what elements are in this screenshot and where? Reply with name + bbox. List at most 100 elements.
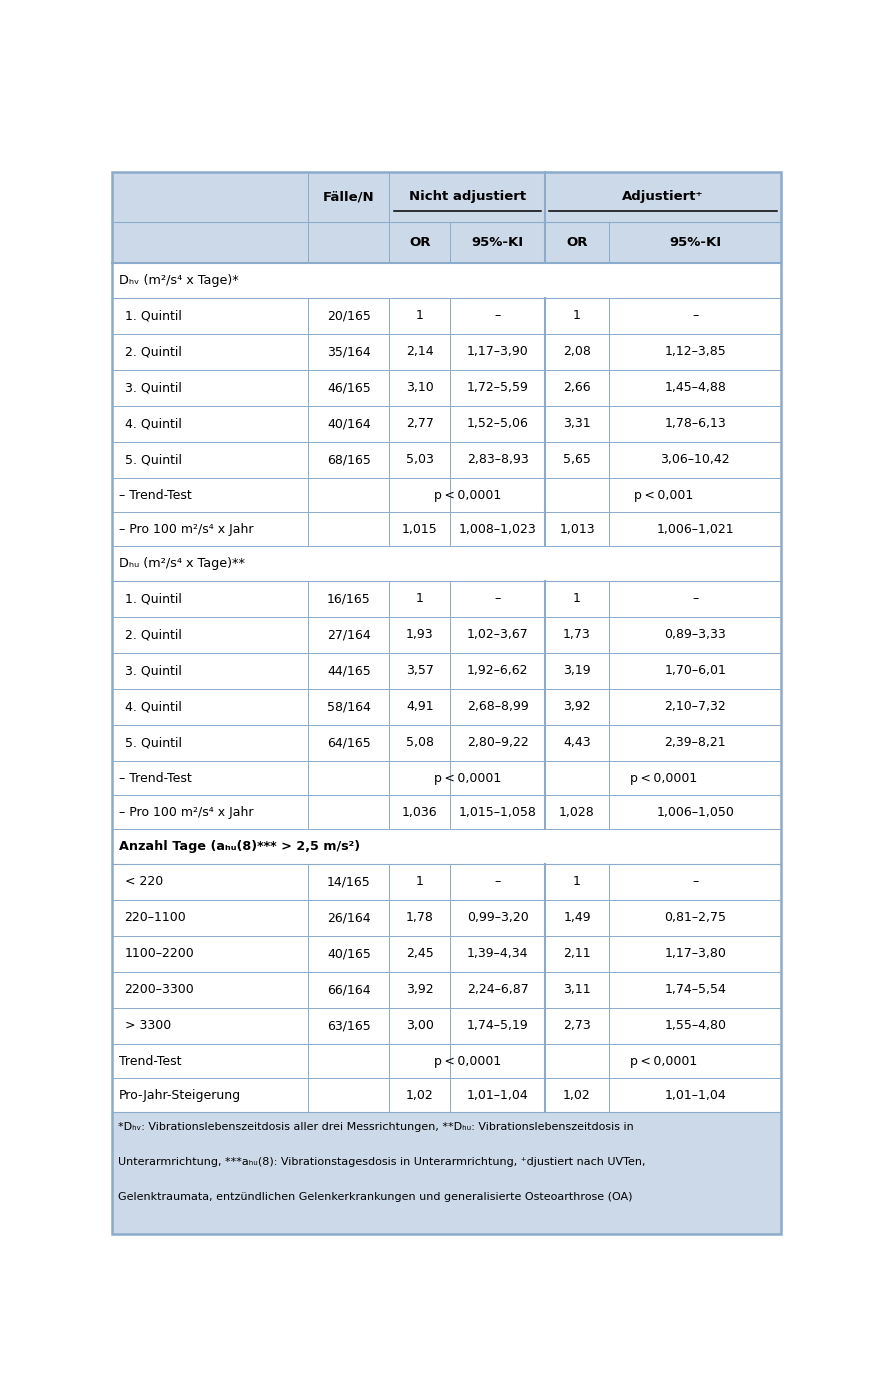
Text: 1,55–4,80: 1,55–4,80 xyxy=(664,1019,726,1033)
Text: 4,91: 4,91 xyxy=(406,701,433,713)
Text: p < 0,0001: p < 0,0001 xyxy=(433,771,501,784)
Text: –: – xyxy=(494,309,501,322)
Text: Dₕᵤ (m²/s⁴ x Tage)**: Dₕᵤ (m²/s⁴ x Tage)** xyxy=(119,557,245,570)
Text: Anzahl Tage (aₕᵤ(8)*** > 2,5 m/s²): Anzahl Tage (aₕᵤ(8)*** > 2,5 m/s²) xyxy=(119,840,360,853)
Text: – Pro 100 m²/s⁴ x Jahr: – Pro 100 m²/s⁴ x Jahr xyxy=(119,523,254,535)
Text: 1,73: 1,73 xyxy=(563,628,591,641)
Bar xyxy=(112,546,781,581)
Bar xyxy=(112,172,781,221)
Text: 1,39–4,34: 1,39–4,34 xyxy=(467,947,528,960)
Text: 2,14: 2,14 xyxy=(406,345,433,359)
Text: 14/165: 14/165 xyxy=(327,876,371,888)
Text: p < 0,0001: p < 0,0001 xyxy=(630,1055,697,1068)
Text: 1,006–1,021: 1,006–1,021 xyxy=(657,523,734,535)
Text: 1: 1 xyxy=(416,592,424,605)
Text: 66/164: 66/164 xyxy=(327,983,371,997)
Text: 1,02: 1,02 xyxy=(406,1088,433,1102)
Text: 1,013: 1,013 xyxy=(559,523,595,535)
Bar xyxy=(112,1112,781,1234)
Text: 1,036: 1,036 xyxy=(402,806,438,819)
Text: 35/164: 35/164 xyxy=(327,345,371,359)
Text: 1,17–3,80: 1,17–3,80 xyxy=(664,947,726,960)
Bar xyxy=(112,760,781,795)
Text: 1,78: 1,78 xyxy=(406,912,433,924)
Text: – Trend-Test: – Trend-Test xyxy=(119,771,192,784)
Text: 2,08: 2,08 xyxy=(563,345,591,359)
Text: 2,39–8,21: 2,39–8,21 xyxy=(664,737,726,749)
Text: 3,00: 3,00 xyxy=(406,1019,433,1033)
Text: –: – xyxy=(494,592,501,605)
Bar xyxy=(112,653,781,689)
Text: 64/165: 64/165 xyxy=(327,737,371,749)
Text: 68/165: 68/165 xyxy=(327,453,371,467)
Bar xyxy=(112,512,781,546)
Text: –: – xyxy=(692,592,698,605)
Text: 1,006–1,050: 1,006–1,050 xyxy=(657,806,734,819)
Text: OR: OR xyxy=(409,236,431,249)
Text: 2,45: 2,45 xyxy=(406,947,433,960)
Text: 3,06–10,42: 3,06–10,42 xyxy=(660,453,730,467)
Text: Gelenktraumata, entzündlichen Gelenkerkrankungen und generalisierte Osteoarthros: Gelenktraumata, entzündlichen Gelenkerkr… xyxy=(118,1191,632,1201)
Text: Unterarmrichtung, ***aₕᵤ(8): Vibrationstagesdosis in Unterarmrichtung, ⁺djustier: Unterarmrichtung, ***aₕᵤ(8): Vibrationst… xyxy=(118,1156,645,1166)
Text: 2. Quintil: 2. Quintil xyxy=(125,628,181,641)
Text: 1. Quintil: 1. Quintil xyxy=(125,309,181,322)
Text: 1,93: 1,93 xyxy=(406,628,433,641)
Text: 95%-KI: 95%-KI xyxy=(472,236,524,249)
Text: – Trend-Test: – Trend-Test xyxy=(119,488,192,502)
Text: Pro-Jahr-Steigerung: Pro-Jahr-Steigerung xyxy=(119,1088,242,1102)
Text: 5,03: 5,03 xyxy=(406,453,433,467)
Text: –: – xyxy=(692,876,698,888)
Text: 46/165: 46/165 xyxy=(327,381,371,395)
Text: –: – xyxy=(692,309,698,322)
Text: 1: 1 xyxy=(573,876,581,888)
Text: 0,89–3,33: 0,89–3,33 xyxy=(664,628,726,641)
Bar xyxy=(112,972,781,1008)
Text: 1,02–3,67: 1,02–3,67 xyxy=(467,628,528,641)
Text: p < 0,0001: p < 0,0001 xyxy=(433,1055,501,1068)
Bar xyxy=(112,334,781,370)
Text: 2,66: 2,66 xyxy=(563,381,591,395)
Text: –: – xyxy=(494,876,501,888)
Text: 220–1100: 220–1100 xyxy=(125,912,187,924)
Text: 1. Quintil: 1. Quintil xyxy=(125,592,181,605)
Text: 16/165: 16/165 xyxy=(327,592,371,605)
Text: Dₕᵥ (m²/s⁴ x Tage)*: Dₕᵥ (m²/s⁴ x Tage)* xyxy=(119,274,239,286)
Text: Fälle/N: Fälle/N xyxy=(324,190,375,203)
Text: 5. Quintil: 5. Quintil xyxy=(125,737,181,749)
Text: 1,008–1,023: 1,008–1,023 xyxy=(459,523,536,535)
Bar xyxy=(112,581,781,617)
Text: 5. Quintil: 5. Quintil xyxy=(125,453,181,467)
Text: 3. Quintil: 3. Quintil xyxy=(125,664,181,677)
Text: 1,028: 1,028 xyxy=(559,806,595,819)
Bar xyxy=(112,935,781,972)
Text: > 3300: > 3300 xyxy=(125,1019,171,1033)
Text: 2,77: 2,77 xyxy=(406,417,433,431)
Text: 27/164: 27/164 xyxy=(327,628,371,641)
Text: 20/165: 20/165 xyxy=(327,309,371,322)
Text: 3,92: 3,92 xyxy=(563,701,591,713)
Bar xyxy=(112,1008,781,1044)
Text: – Pro 100 m²/s⁴ x Jahr: – Pro 100 m²/s⁴ x Jahr xyxy=(119,806,254,819)
Text: 1,78–6,13: 1,78–6,13 xyxy=(664,417,726,431)
Text: 3,10: 3,10 xyxy=(406,381,433,395)
Text: 1: 1 xyxy=(416,876,424,888)
Text: 1,74–5,54: 1,74–5,54 xyxy=(664,983,726,997)
Text: 2200–3300: 2200–3300 xyxy=(125,983,194,997)
Bar xyxy=(112,899,781,935)
Bar xyxy=(112,478,781,512)
Text: 1,52–5,06: 1,52–5,06 xyxy=(467,417,528,431)
Bar xyxy=(112,442,781,478)
Bar xyxy=(112,221,781,263)
Text: 40/165: 40/165 xyxy=(327,947,371,960)
Text: 3,19: 3,19 xyxy=(563,664,591,677)
Text: 3,92: 3,92 xyxy=(406,983,433,997)
Text: p < 0,0001: p < 0,0001 xyxy=(630,771,697,784)
Text: 2. Quintil: 2. Quintil xyxy=(125,345,181,359)
Text: *Dₕᵥ: Vibrationslebenszeitdosis aller drei Messrichtungen, **Dₕᵤ: Vibrationslebe: *Dₕᵥ: Vibrationslebenszeitdosis aller dr… xyxy=(118,1122,634,1131)
Text: 40/164: 40/164 xyxy=(327,417,371,431)
Text: 1,01–1,04: 1,01–1,04 xyxy=(467,1088,528,1102)
Text: 2,73: 2,73 xyxy=(563,1019,591,1033)
Text: 26/164: 26/164 xyxy=(327,912,371,924)
Text: 1: 1 xyxy=(573,592,581,605)
Text: 44/165: 44/165 xyxy=(327,664,371,677)
